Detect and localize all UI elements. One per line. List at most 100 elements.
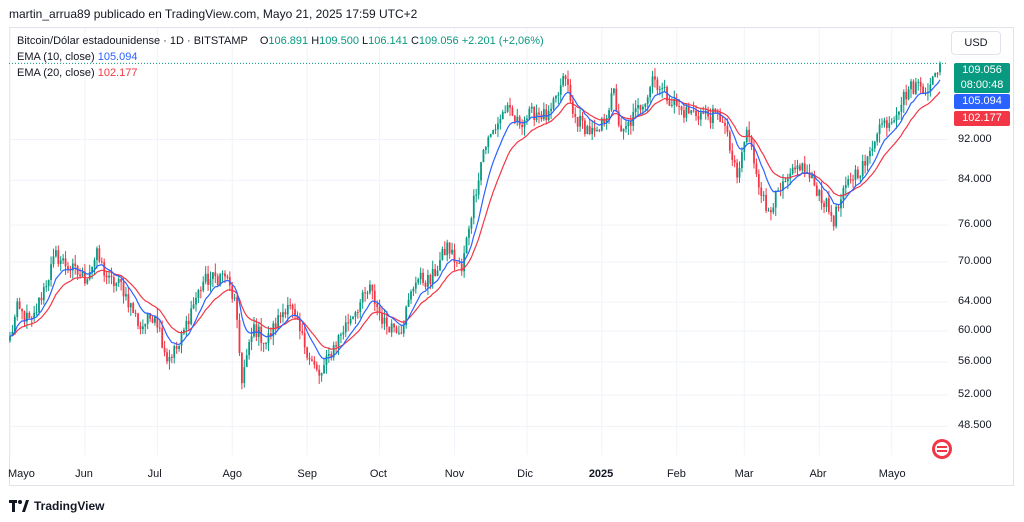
candle-body [794, 167, 796, 170]
candle-body [494, 129, 497, 131]
candle-body [81, 271, 84, 277]
candle-body [395, 327, 398, 333]
candle-body [407, 299, 410, 307]
candle-body [562, 75, 565, 86]
currency-button[interactable]: USD [951, 31, 1001, 55]
candle-body [306, 347, 309, 358]
chart-legend: Bitcoin/Dólar estadounidense · 1D · BITS… [17, 33, 544, 81]
candle-body [323, 365, 325, 374]
candle-body [661, 87, 664, 90]
candle-body [888, 123, 891, 128]
candle-body [634, 108, 637, 113]
candle-body [453, 249, 456, 263]
candle-body [13, 316, 16, 332]
candle-body [791, 167, 794, 174]
candle-body [325, 355, 328, 366]
x-tick-label: Nov [444, 468, 465, 480]
candle-body [815, 185, 818, 196]
ema10-label: EMA (10, close) [17, 51, 95, 63]
candle-body [313, 360, 316, 365]
candle-body [501, 112, 504, 119]
y-tick-label: 84.000 [958, 173, 992, 186]
footer-brand[interactable]: TradingView [9, 497, 104, 515]
candle-body [320, 373, 323, 376]
candle-body [509, 104, 511, 108]
candle-body [736, 162, 738, 178]
ema10-line [9, 79, 941, 360]
candle-body [335, 345, 338, 347]
tradingview-logo-icon [9, 500, 29, 512]
candle-body [767, 210, 770, 212]
candle-body [294, 309, 296, 316]
candle-body [796, 165, 799, 170]
candle-body [180, 333, 183, 346]
candle-body [881, 123, 883, 125]
candle-body [260, 326, 263, 343]
candle-body [144, 323, 147, 327]
candle-body [900, 104, 903, 112]
candle-body [748, 129, 751, 137]
candle-body [170, 356, 173, 358]
candle-body [414, 282, 417, 289]
x-tick-label: 2025 [588, 468, 614, 480]
low-value: 106.141 [368, 35, 408, 47]
candle-body [869, 151, 871, 157]
high-label: H [311, 35, 320, 47]
candle-body [506, 104, 509, 112]
candle-body [864, 161, 867, 166]
ema10-row[interactable]: EMA (10, close) 105.094 [17, 49, 544, 65]
candle-body [327, 354, 330, 356]
candle-body [786, 178, 789, 182]
candle-body [383, 317, 386, 324]
candle-body [883, 120, 886, 124]
candle-body [685, 107, 688, 118]
candle-body [62, 258, 65, 261]
candle-body [76, 265, 79, 275]
candle-body [765, 195, 767, 211]
candle-body [405, 306, 408, 326]
candle-body [902, 91, 905, 105]
candle-body [770, 210, 772, 213]
candle-body [439, 260, 441, 271]
candle-body [373, 290, 376, 304]
last-price-tag: 109.056 08:00:48 [954, 63, 1010, 93]
calendar-emblem-icon[interactable] [931, 438, 953, 460]
candle-body [670, 104, 673, 106]
candle-body [417, 279, 420, 283]
candle-body [226, 276, 229, 278]
candle-body [511, 107, 514, 116]
close-value: 109.056 [418, 35, 459, 47]
candle-body [526, 118, 528, 120]
candle-body [557, 94, 560, 96]
candle-body [528, 108, 531, 119]
candle-body [233, 297, 236, 299]
candle-body [567, 79, 569, 85]
candle-body [811, 175, 813, 179]
candle-body [741, 152, 743, 169]
candle-body [772, 207, 775, 213]
candle-body [586, 126, 589, 134]
candle-body [680, 106, 683, 111]
candle-body [931, 76, 934, 85]
candle-body [825, 198, 828, 208]
candle-body [487, 137, 490, 147]
ema10-price-tag: 105.094 [954, 94, 1010, 109]
candle-body [434, 269, 437, 276]
symbol-label: Bitcoin/Dólar estadounidense · 1D · BITS… [17, 35, 248, 47]
candle-body [187, 320, 190, 325]
candle-body [465, 237, 468, 254]
candle-body [282, 312, 284, 317]
ema20-row[interactable]: EMA (20, close) 102.177 [17, 65, 544, 81]
candle-body [856, 169, 859, 178]
candle-body [100, 261, 103, 263]
candle-body [110, 275, 113, 278]
candle-body [598, 130, 601, 132]
candle-body [878, 124, 881, 135]
candle-body [105, 275, 108, 278]
candle-body [199, 290, 202, 292]
candle-body [513, 115, 516, 122]
candle-body [552, 98, 555, 109]
candle-body [86, 279, 89, 284]
candle-body [74, 263, 77, 266]
